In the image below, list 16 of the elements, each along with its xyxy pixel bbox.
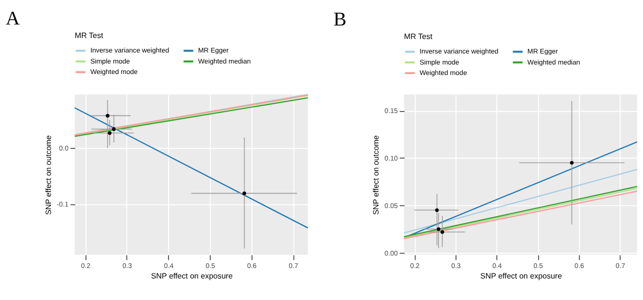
point	[436, 227, 440, 231]
point	[106, 114, 110, 118]
legend-title: MR Test	[404, 32, 434, 42]
point	[440, 230, 444, 234]
chart-title: A	[6, 8, 20, 30]
y-axis-title: SNP effect on outcome	[372, 135, 381, 215]
chart-title: B	[334, 10, 346, 31]
x-axis-title: SNP effect on exposure	[480, 272, 562, 281]
point	[242, 192, 246, 196]
legend-title: MR Test	[74, 31, 104, 40]
point	[435, 208, 439, 212]
point	[108, 131, 112, 135]
point	[570, 160, 574, 165]
x-axis-title: SNP effect on exposure	[150, 272, 233, 281]
y-axis-title: SNP effect on outcome	[44, 135, 53, 215]
point	[112, 127, 116, 131]
